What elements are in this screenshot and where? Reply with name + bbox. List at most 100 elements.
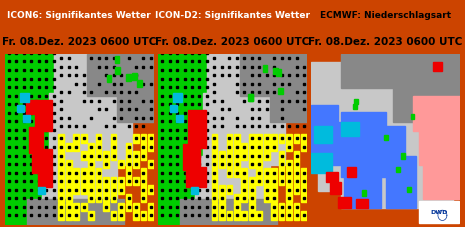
Bar (249, 160, 255, 168)
Bar (212, 152, 217, 160)
Bar (212, 211, 217, 220)
Bar (140, 177, 146, 186)
Bar (66, 203, 72, 211)
Bar (264, 135, 270, 143)
Bar (73, 177, 79, 186)
Bar (140, 143, 146, 152)
Bar (279, 160, 285, 168)
Bar (294, 152, 299, 160)
Bar (133, 152, 139, 160)
Bar (32, 150, 53, 174)
Bar (140, 211, 146, 220)
Bar (140, 169, 146, 177)
Bar (256, 160, 262, 168)
Bar (81, 177, 86, 186)
Bar (226, 152, 232, 160)
Bar (234, 169, 239, 177)
Bar (241, 211, 247, 220)
Bar (96, 143, 101, 152)
Bar (59, 186, 64, 194)
Bar (219, 152, 225, 160)
Bar (226, 211, 232, 220)
Bar (111, 211, 116, 220)
Bar (34, 100, 53, 131)
Bar (81, 152, 86, 160)
Bar (59, 177, 64, 186)
Bar (241, 186, 247, 194)
Bar (66, 211, 72, 220)
Bar (286, 169, 292, 177)
Bar (326, 172, 338, 182)
Bar (103, 194, 109, 202)
Bar (401, 154, 405, 159)
Text: ICON6: Signifikantes Wetter: ICON6: Signifikantes Wetter (7, 11, 151, 20)
Bar (115, 68, 120, 75)
Bar (28, 128, 44, 153)
Bar (42, 157, 117, 208)
Bar (148, 203, 154, 211)
Bar (286, 194, 292, 202)
Bar (103, 160, 109, 168)
Bar (133, 211, 139, 220)
Bar (264, 152, 270, 160)
Bar (226, 186, 232, 194)
Bar (148, 160, 154, 168)
Bar (341, 112, 385, 177)
Bar (133, 135, 139, 143)
Bar (412, 97, 460, 131)
Bar (103, 152, 109, 160)
Bar (111, 186, 116, 194)
Bar (286, 211, 292, 220)
Bar (279, 203, 285, 211)
Bar (356, 199, 368, 208)
Bar (212, 160, 217, 168)
Bar (286, 203, 292, 211)
Bar (264, 194, 270, 202)
Bar (203, 94, 285, 165)
Bar (66, 160, 72, 168)
Bar (301, 135, 307, 143)
Bar (118, 203, 124, 211)
Bar (294, 177, 299, 186)
Bar (148, 143, 154, 152)
Bar (54, 54, 154, 102)
Bar (191, 187, 198, 194)
Bar (219, 160, 225, 168)
Bar (219, 211, 225, 220)
Bar (111, 194, 116, 202)
Bar (59, 194, 64, 202)
Bar (396, 167, 400, 172)
Bar (272, 169, 277, 177)
Bar (264, 143, 270, 152)
Bar (81, 203, 86, 211)
Bar (248, 95, 253, 102)
Bar (241, 177, 247, 186)
Bar (249, 95, 253, 101)
Bar (17, 106, 24, 112)
Bar (66, 177, 72, 186)
Text: Fr. 08.Dez. 2023 0600 UTC: Fr. 08.Dez. 2023 0600 UTC (2, 37, 157, 46)
Bar (279, 177, 285, 186)
Bar (195, 157, 270, 208)
Bar (103, 186, 109, 194)
Bar (59, 160, 64, 168)
Bar (294, 160, 299, 168)
Bar (140, 186, 146, 194)
Bar (137, 81, 142, 87)
Bar (272, 194, 277, 202)
Bar (256, 177, 262, 186)
Bar (319, 123, 348, 191)
Bar (279, 169, 285, 177)
Bar (272, 177, 277, 186)
Bar (73, 143, 79, 152)
Bar (226, 169, 232, 177)
Bar (362, 191, 366, 196)
Bar (133, 203, 139, 211)
Bar (183, 145, 199, 170)
Bar (286, 143, 292, 152)
Bar (88, 186, 94, 194)
Bar (240, 54, 307, 97)
Bar (212, 135, 217, 143)
Bar (249, 211, 255, 220)
Bar (249, 203, 255, 211)
